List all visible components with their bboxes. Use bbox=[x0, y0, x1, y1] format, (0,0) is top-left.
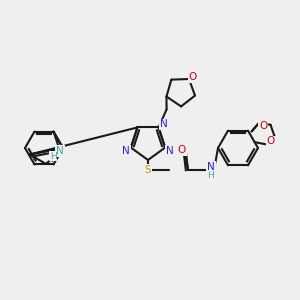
Text: N: N bbox=[122, 146, 130, 156]
Text: O: O bbox=[267, 136, 275, 146]
Text: N: N bbox=[160, 119, 167, 129]
Text: O: O bbox=[178, 144, 186, 154]
Text: N: N bbox=[166, 146, 174, 156]
Text: N: N bbox=[56, 146, 64, 156]
Text: O: O bbox=[189, 72, 197, 82]
Text: N: N bbox=[207, 162, 215, 172]
Text: S: S bbox=[145, 165, 151, 175]
Text: H: H bbox=[208, 170, 214, 179]
Text: H: H bbox=[50, 152, 56, 160]
Text: O: O bbox=[178, 145, 186, 155]
Text: O: O bbox=[259, 121, 267, 131]
